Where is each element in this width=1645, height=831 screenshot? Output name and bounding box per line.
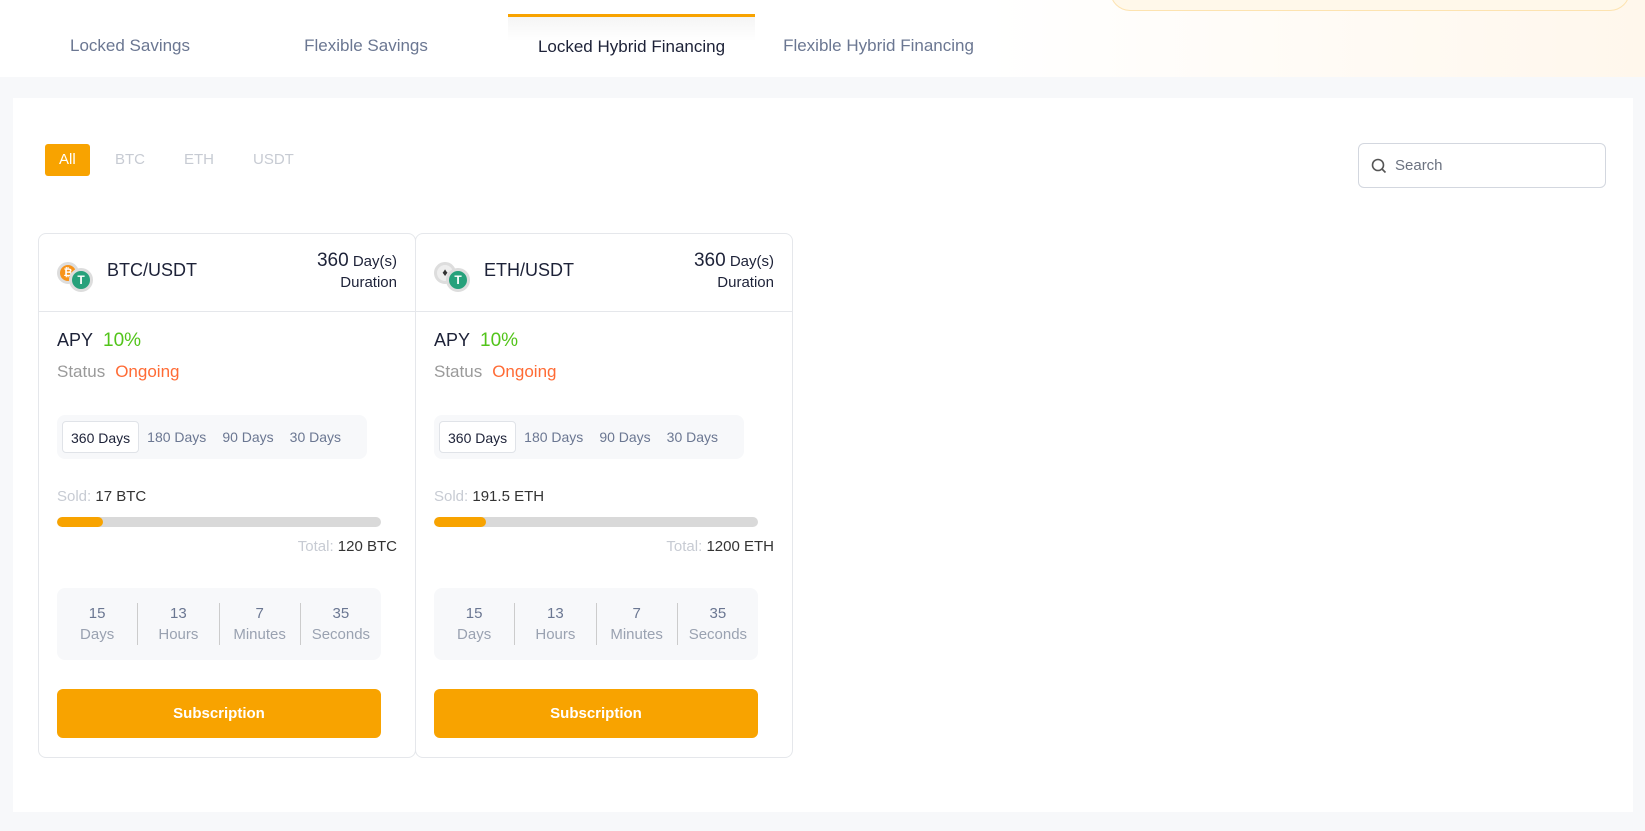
progress-fill <box>434 517 486 527</box>
search-input[interactable] <box>1395 157 1595 174</box>
filter-all[interactable]: All <box>45 144 90 176</box>
duration-label: Duration <box>340 274 397 291</box>
duration-unit: Day(s) <box>729 253 774 270</box>
duration-value: 360 <box>316 250 349 271</box>
status: Status Ongoing <box>57 362 179 382</box>
sold-label: Sold: <box>57 488 92 505</box>
apy: APY 10% <box>57 330 141 352</box>
filter-usdt[interactable]: USDT <box>253 151 294 168</box>
pair-name: ETH/USDT <box>484 260 574 280</box>
tab-flexible-hybrid-financing[interactable]: Flexible Hybrid Financing <box>783 36 974 55</box>
countdown-unit: 35 Seconds <box>299 603 381 645</box>
countdown-unit: 7 Minutes <box>595 603 677 645</box>
period-selector: 360 Days 180 Days 90 Days 30 Days <box>434 415 744 459</box>
progress-bar <box>57 517 381 527</box>
search-box[interactable] <box>1358 143 1606 188</box>
tab-flexible-savings[interactable]: Flexible Savings <box>304 36 428 55</box>
total: Total: 1200 ETH <box>666 538 774 555</box>
period-selector: 360 Days 180 Days 90 Days 30 Days <box>57 415 367 459</box>
sold-value: 191.5 ETH <box>472 488 545 505</box>
total-label: Total: <box>297 538 334 555</box>
countdown-value: 13 <box>547 605 564 622</box>
apy-value: 10% <box>103 330 142 351</box>
product-card: ♦ T ETH/USDT 360 Day(s) Duration APY 10% St… <box>415 233 793 758</box>
countdown-unit: 7 Minutes <box>218 603 300 645</box>
subscription-button[interactable]: Subscription <box>434 689 758 738</box>
filter-btc[interactable]: BTC <box>115 151 145 168</box>
duration-value: 360 <box>693 250 726 271</box>
countdown-label: Hours <box>158 626 199 643</box>
apy-label: APY <box>434 330 471 350</box>
countdown-label: Minutes <box>610 626 663 643</box>
countdown-label: Seconds <box>688 626 748 643</box>
apy: APY 10% <box>434 330 518 352</box>
status-value: Ongoing <box>492 362 557 381</box>
duration: 360 Day(s) Duration <box>694 250 774 293</box>
duration-unit: Day(s) <box>352 253 397 270</box>
countdown-value: 35 <box>709 605 727 622</box>
coin-pair-icon: ♦ T <box>434 262 472 292</box>
period-option[interactable]: 90 Days <box>599 429 651 445</box>
countdown-label: Seconds <box>311 626 371 643</box>
progress-bar <box>434 517 758 527</box>
period-option[interactable]: 360 Days <box>439 421 517 453</box>
total: Total: 120 BTC <box>298 538 397 555</box>
countdown-label: Days <box>457 626 492 643</box>
sold: Sold: 17 BTC <box>57 488 146 505</box>
countdown-value: 13 <box>170 605 187 622</box>
duration: 360 Day(s) Duration <box>317 250 397 293</box>
usdt-icon: T <box>446 268 470 292</box>
banner <box>1110 0 1630 11</box>
usdt-icon: T <box>69 268 93 292</box>
sold-label: Sold: <box>434 488 469 505</box>
period-option[interactable]: 360 Days <box>62 421 140 453</box>
status-value: Ongoing <box>115 362 180 381</box>
filter-eth[interactable]: ETH <box>184 151 214 168</box>
period-option[interactable]: 30 Days <box>289 429 342 445</box>
total-label: Total: <box>666 538 703 555</box>
top-bar <box>0 0 1645 77</box>
status-label: Status <box>57 362 106 381</box>
coin-pair-icon: ₿ T <box>57 262 95 292</box>
subscription-button[interactable]: Subscription <box>57 689 381 738</box>
countdown: 15 Days 13 Hours 7 Minutes 35 Seconds <box>57 588 381 660</box>
countdown-value: 7 <box>632 605 641 622</box>
product-card: ₿ T BTC/USDT 360 Day(s) Duration APY 10% St… <box>38 233 416 758</box>
countdown-unit: 15 Days <box>434 603 514 645</box>
sold-value: 17 BTC <box>95 488 147 505</box>
countdown-label: Minutes <box>233 626 286 643</box>
total-value: 120 BTC <box>337 538 397 555</box>
period-option[interactable]: 90 Days <box>222 429 274 445</box>
countdown-value: 35 <box>332 605 350 622</box>
countdown-value: 7 <box>255 605 264 622</box>
apy-value: 10% <box>480 330 519 351</box>
countdown-unit: 13 Hours <box>514 603 595 645</box>
countdown-unit: 15 Days <box>57 603 137 645</box>
total-value: 1200 ETH <box>706 538 774 555</box>
tab-locked-savings[interactable]: Locked Savings <box>69 36 191 55</box>
duration-label: Duration <box>717 274 774 291</box>
countdown-unit: 13 Hours <box>137 603 218 645</box>
apy-label: APY <box>57 330 94 350</box>
tab-locked-hybrid-financing[interactable]: Locked Hybrid Financing <box>508 14 755 77</box>
countdown-label: Days <box>80 626 115 643</box>
period-option[interactable]: 30 Days <box>666 429 719 445</box>
countdown-label: Hours <box>535 626 576 643</box>
period-option[interactable]: 180 Days <box>524 429 584 445</box>
pair-name: BTC/USDT <box>107 260 197 280</box>
period-option[interactable]: 180 Days <box>147 429 207 445</box>
countdown: 15 Days 13 Hours 7 Minutes 35 Seconds <box>434 588 758 660</box>
progress-fill <box>57 517 103 527</box>
card-header: ♦ T ETH/USDT 360 Day(s) Duration <box>416 234 792 312</box>
status: Status Ongoing <box>434 362 556 382</box>
status-label: Status <box>434 362 483 381</box>
sold: Sold: 191.5 ETH <box>434 488 544 505</box>
card-header: ₿ T BTC/USDT 360 Day(s) Duration <box>39 234 415 312</box>
countdown-value: 15 <box>465 605 483 622</box>
search-icon <box>1371 158 1387 173</box>
countdown-value: 15 <box>88 605 106 622</box>
countdown-unit: 35 Seconds <box>676 603 758 645</box>
